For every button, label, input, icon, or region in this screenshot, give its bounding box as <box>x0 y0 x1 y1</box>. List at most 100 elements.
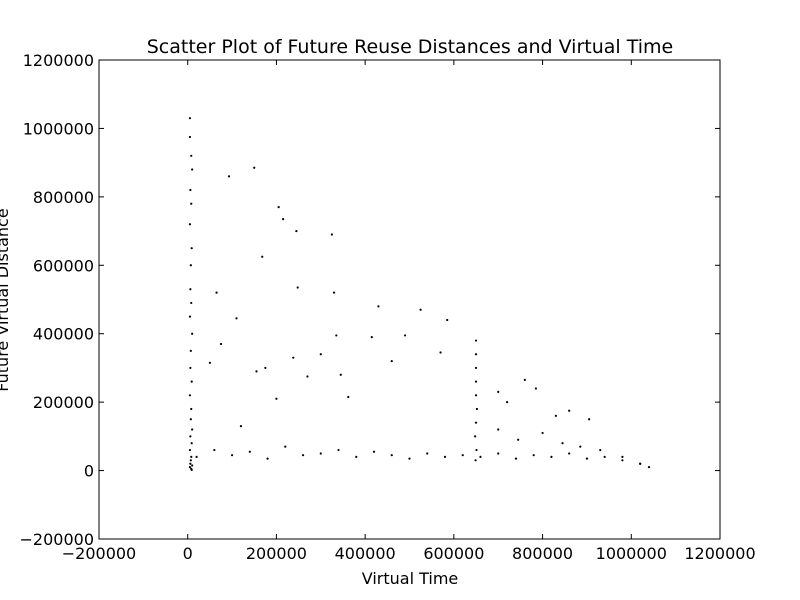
data-point <box>332 291 336 294</box>
data-point <box>621 459 624 462</box>
data-point <box>335 334 338 337</box>
x-tick-label: 400000 <box>335 544 396 563</box>
data-point <box>319 353 322 356</box>
data-point <box>275 397 278 400</box>
data-point <box>239 424 243 428</box>
data-point <box>339 373 342 376</box>
data-point <box>439 351 442 354</box>
data-point <box>188 135 192 139</box>
data-point <box>446 318 449 322</box>
data-point <box>514 457 518 460</box>
data-point <box>189 264 192 267</box>
data-point <box>208 361 211 364</box>
data-point <box>189 366 192 370</box>
data-point <box>253 166 256 169</box>
x-tick-label: 200000 <box>246 544 307 563</box>
data-point <box>497 452 500 455</box>
data-point <box>475 448 478 452</box>
data-point <box>261 255 264 258</box>
data-point <box>213 448 216 452</box>
data-point <box>188 117 192 120</box>
y-tick-label: 1000000 <box>23 119 94 138</box>
x-tick-label: 600000 <box>423 544 484 563</box>
data-point <box>191 332 194 335</box>
data-point <box>588 418 591 421</box>
data-point <box>284 445 287 448</box>
y-tick-label: 800000 <box>33 188 94 207</box>
data-point <box>474 353 478 356</box>
data-point <box>532 454 535 457</box>
data-point <box>319 452 322 455</box>
data-point <box>248 450 251 453</box>
data-point <box>189 462 192 465</box>
data-point <box>195 455 198 458</box>
data-point <box>190 202 193 205</box>
y-tick-label: 600000 <box>33 256 94 275</box>
data-point <box>408 457 411 460</box>
y-tick-label: 1200000 <box>23 51 94 70</box>
data-point <box>215 291 218 294</box>
data-point <box>189 418 192 421</box>
data-point <box>235 317 238 320</box>
y-tick-label: 0 <box>84 462 94 481</box>
data-point <box>554 414 557 417</box>
data-point <box>230 454 234 457</box>
data-point <box>190 468 193 471</box>
data-point <box>188 223 192 226</box>
plot-frame <box>98 59 721 540</box>
data-point <box>497 428 500 431</box>
data-point <box>403 334 407 337</box>
data-point <box>443 455 447 458</box>
data-point <box>188 466 192 469</box>
data-point <box>474 394 478 397</box>
data-point <box>372 450 376 453</box>
data-point <box>523 378 526 382</box>
data-point <box>255 370 258 373</box>
data-point <box>190 442 193 445</box>
data-point <box>568 452 571 455</box>
y-tick-label: 200000 <box>33 393 94 412</box>
data-point <box>479 455 482 458</box>
data-point <box>191 168 194 171</box>
data-point <box>621 455 624 458</box>
data-point <box>377 305 380 308</box>
data-point <box>227 175 231 178</box>
data-point <box>474 380 478 383</box>
data-point <box>190 154 193 157</box>
data-point <box>426 452 429 455</box>
data-point <box>190 407 193 411</box>
data-point <box>599 448 602 452</box>
data-point <box>474 366 478 370</box>
axis-ticks: −200000 0 200000 400000 600000 800000 1000000 1… <box>20 51 756 563</box>
data-point <box>639 462 642 465</box>
data-point <box>190 380 193 383</box>
data-point <box>603 455 606 458</box>
data-point <box>419 308 422 311</box>
data-point <box>189 349 192 352</box>
data-point <box>190 455 193 458</box>
data-point <box>264 366 267 370</box>
data-point <box>190 247 193 250</box>
data-point <box>474 339 478 342</box>
data-point <box>561 442 564 445</box>
x-tick-label: 0 <box>183 544 193 563</box>
data-point <box>474 459 477 462</box>
data-point <box>517 438 520 441</box>
x-axis-label: Virtual Time <box>362 569 459 588</box>
data-point <box>474 421 478 424</box>
y-tick-label: 400000 <box>33 325 94 344</box>
x-tick-label: 800000 <box>512 544 573 563</box>
data-point <box>390 454 393 457</box>
data-point <box>475 407 479 411</box>
data-point <box>189 188 192 192</box>
data-point <box>347 395 350 399</box>
scatter-points <box>188 117 651 471</box>
data-point <box>534 387 538 390</box>
data-point <box>188 448 192 452</box>
data-point <box>355 455 358 458</box>
data-point <box>266 457 269 460</box>
x-tick-label: −200000 <box>62 544 136 563</box>
y-axis-label: Future Virtual Distance <box>0 208 12 391</box>
